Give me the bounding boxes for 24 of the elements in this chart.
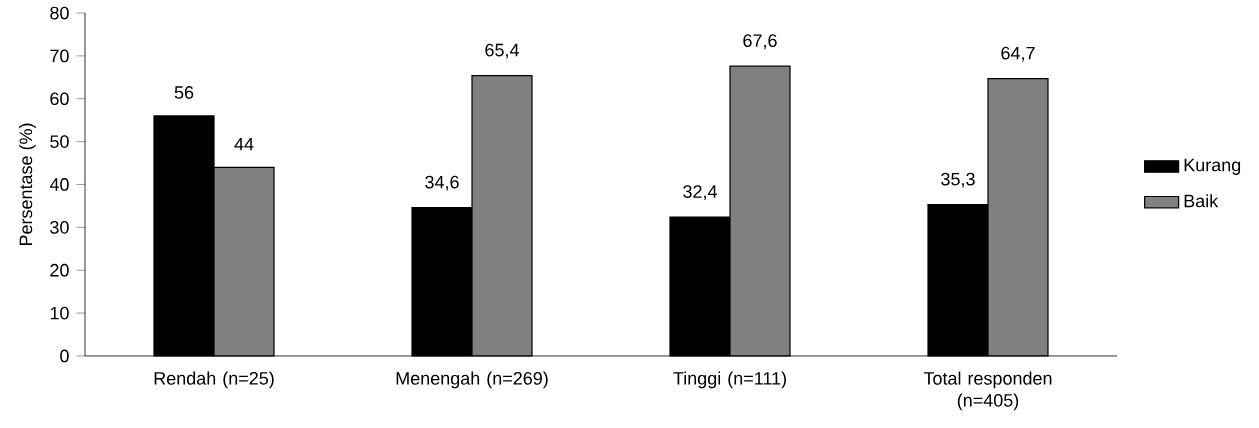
y-tick-label: 10	[50, 306, 69, 320]
y-tick-label: 30	[50, 221, 69, 234]
data-label: 44	[234, 137, 254, 151]
y-tick-label: 60	[50, 92, 69, 106]
x-tick-label: Total responden (n=405)	[923, 371, 1052, 411]
data-label: 34,6	[425, 175, 459, 191]
x-tick-label: Menengah (n=269)	[396, 371, 548, 389]
legend-label: Baik	[1184, 194, 1219, 208]
y-tick-label: 80	[50, 6, 69, 20]
legend-label: Kurang	[1184, 158, 1241, 175]
x-tick-label: Tinggi (n=111)	[673, 371, 786, 389]
y-tick-label: 70	[50, 49, 69, 63]
data-label: 65,4	[485, 43, 519, 59]
data-label: 35,3	[941, 172, 975, 188]
data-label: 67,6	[743, 34, 777, 50]
y-tick-label: 0	[60, 349, 69, 363]
data-label: 32,4	[683, 185, 717, 201]
y-tick-label: 20	[50, 263, 69, 277]
y-tick-label: 40	[49, 178, 69, 191]
y-axis-title: Persentase (%)	[19, 123, 36, 246]
data-label: 56	[174, 86, 194, 99]
data-label: 64,7	[1001, 46, 1035, 62]
y-tick-label: 50	[50, 135, 69, 149]
x-tick-label: Rendah (n=25)	[154, 371, 274, 389]
